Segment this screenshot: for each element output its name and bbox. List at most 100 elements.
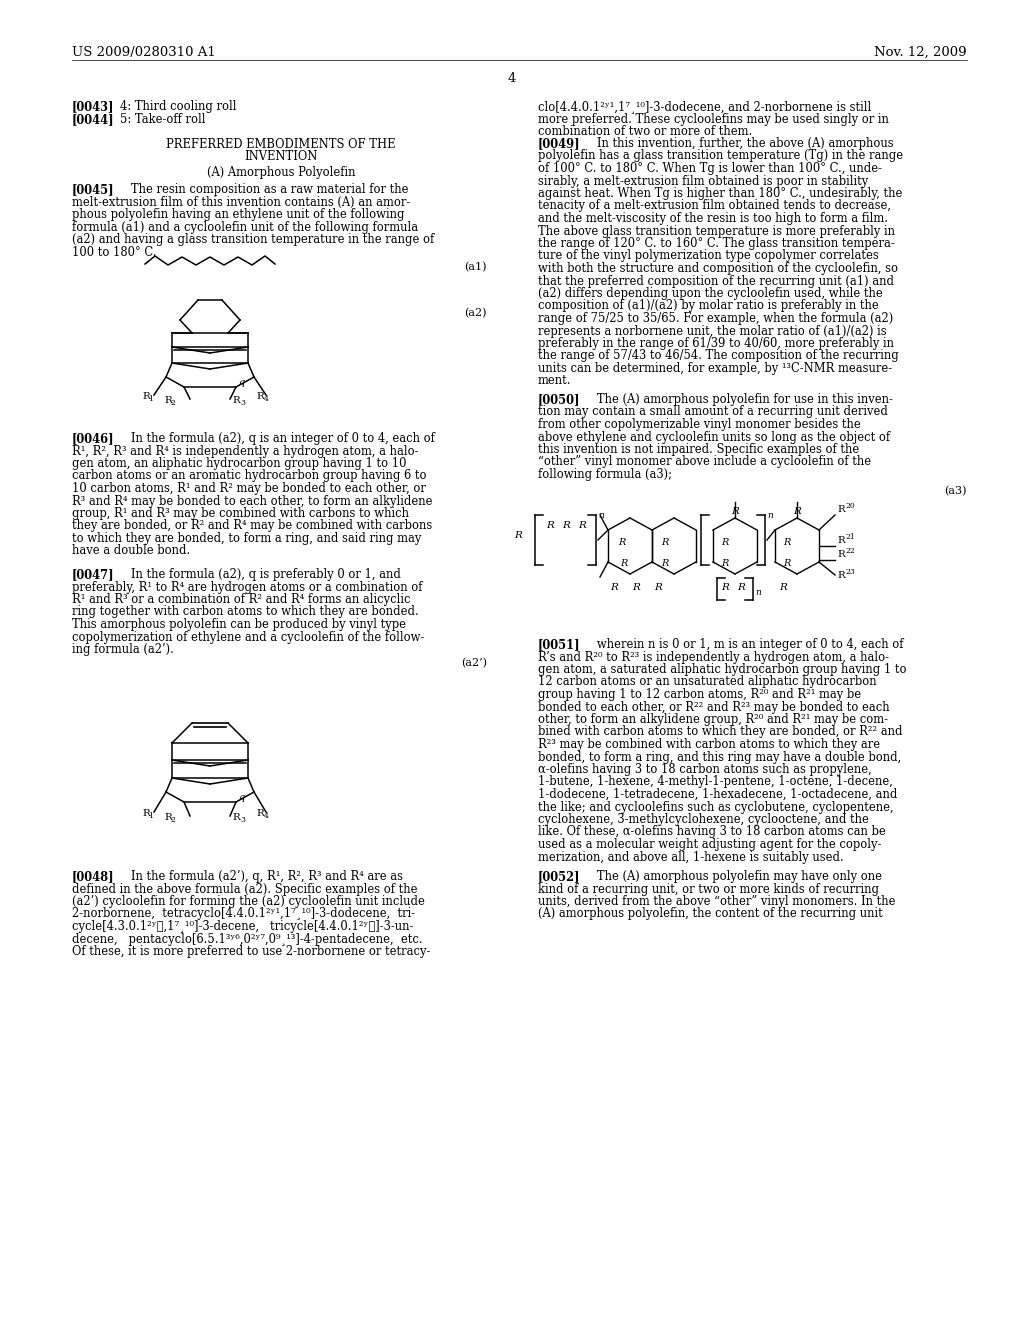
Text: R: R (142, 809, 150, 818)
Text: decene,   pentacyclo[6.5.1³ʸ⁶,0²ʸ⁷,0⁹¸¹³]-4-pentadecene,  etc.: decene, pentacyclo[6.5.1³ʸ⁶,0²ʸ⁷,0⁹¸¹³]-… (72, 932, 423, 945)
Text: have a double bond.: have a double bond. (72, 544, 190, 557)
Text: [0052]: [0052] (538, 870, 581, 883)
Text: 1-butene, 1-hexene, 4-methyl-1-pentene, 1-octene, 1-decene,: 1-butene, 1-hexene, 4-methyl-1-pentene, … (538, 776, 893, 788)
Text: preferably in the range of 61/39 to 40/60, more preferably in: preferably in the range of 61/39 to 40/6… (538, 337, 894, 350)
Text: R: R (779, 583, 786, 591)
Text: units, derived from the above “other” vinyl monomers. In the: units, derived from the above “other” vi… (538, 895, 896, 908)
Text: formula (a1) and a cycloolefin unit of the following formula: formula (a1) and a cycloolefin unit of t… (72, 220, 418, 234)
Text: units can be determined, for example, by ¹³C-NMR measure-: units can be determined, for example, by… (538, 362, 892, 375)
Text: the range of 57/43 to 46/54. The composition of the recurring: the range of 57/43 to 46/54. The composi… (538, 350, 899, 363)
Text: “other” vinyl monomer above include a cycloolefin of the: “other” vinyl monomer above include a cy… (538, 455, 871, 469)
Text: R: R (783, 539, 791, 546)
Text: 1-dodecene, 1-tetradecene, 1-hexadecene, 1-octadecene, and: 1-dodecene, 1-tetradecene, 1-hexadecene,… (538, 788, 897, 801)
Text: to which they are bonded, to form a ring, and said ring may: to which they are bonded, to form a ring… (72, 532, 421, 545)
Text: (a3): (a3) (944, 486, 967, 496)
Text: 2: 2 (170, 399, 175, 407)
Text: The (A) amorphous polyolefin for use in this inven-: The (A) amorphous polyolefin for use in … (586, 393, 893, 407)
Text: R: R (164, 396, 172, 405)
Text: R: R (256, 809, 264, 818)
Text: 100 to 180° C.: 100 to 180° C. (72, 246, 157, 259)
Text: In the formula (a2), q is preferably 0 or 1, and: In the formula (a2), q is preferably 0 o… (120, 568, 400, 581)
Text: 3: 3 (240, 399, 245, 407)
Text: (A) Amorphous Polyolefin: (A) Amorphous Polyolefin (207, 166, 355, 180)
Text: 2-norbornene,  tetracyclo[4.4.0.1²ʸ¹,1⁷¸¹⁰]-3-dodecene,  tri-: 2-norbornene, tetracyclo[4.4.0.1²ʸ¹,1⁷¸¹… (72, 908, 415, 920)
Text: n: n (755, 587, 761, 597)
Text: other, to form an alkylidene group, R²⁰ and R²¹ may be com-: other, to form an alkylidene group, R²⁰ … (538, 713, 888, 726)
Text: This amorphous polyolefin can be produced by vinyl type: This amorphous polyolefin can be produce… (72, 618, 406, 631)
Text: 4: Third cooling roll: 4: Third cooling roll (120, 100, 237, 114)
Text: n: n (767, 511, 773, 520)
Text: R: R (721, 558, 728, 568)
Text: α-olefins having 3 to 18 carbon atoms such as propylene,: α-olefins having 3 to 18 carbon atoms su… (538, 763, 871, 776)
Text: following formula (a3);: following formula (a3); (538, 469, 672, 480)
Text: US 2009/0280310 A1: US 2009/0280310 A1 (72, 46, 216, 59)
Text: [0049]: [0049] (538, 137, 581, 150)
Text: 3: 3 (240, 816, 245, 824)
Text: they are bonded, or R² and R⁴ may be combined with carbons: they are bonded, or R² and R⁴ may be com… (72, 520, 432, 532)
Text: 10 carbon atoms, R¹ and R² may be bonded to each other, or: 10 carbon atoms, R¹ and R² may be bonded… (72, 482, 426, 495)
Text: defined in the above formula (a2). Specific examples of the: defined in the above formula (a2). Speci… (72, 883, 418, 895)
Text: R: R (837, 550, 845, 558)
Text: The resin composition as a raw material for the: The resin composition as a raw material … (120, 183, 409, 195)
Text: and the melt-viscosity of the resin is too high to form a film.: and the melt-viscosity of the resin is t… (538, 213, 888, 224)
Text: In the formula (a2), q is an integer of 0 to 4, each of: In the formula (a2), q is an integer of … (120, 432, 435, 445)
Text: [0048]: [0048] (72, 870, 115, 883)
Text: range of 75/25 to 35/65. For example, when the formula (a2): range of 75/25 to 35/65. For example, wh… (538, 312, 893, 325)
Text: q: q (238, 793, 245, 803)
Text: (a2) and having a glass transition temperature in the range of: (a2) and having a glass transition tempe… (72, 234, 434, 246)
Text: sirably, a melt-extrusion film obtained is poor in stability: sirably, a melt-extrusion film obtained … (538, 174, 868, 187)
Text: R: R (662, 558, 669, 568)
Text: copolymerization of ethylene and a cycloolefin of the follow-: copolymerization of ethylene and a cyclo… (72, 631, 424, 644)
Text: the range of 120° C. to 160° C. The glass transition tempera-: the range of 120° C. to 160° C. The glas… (538, 238, 895, 249)
Text: The above glass transition temperature is more preferably in: The above glass transition temperature i… (538, 224, 895, 238)
Text: Nov. 12, 2009: Nov. 12, 2009 (874, 46, 967, 59)
Text: INVENTION: INVENTION (245, 150, 317, 164)
Text: ment.: ment. (538, 375, 571, 388)
Text: ing formula (a2’).: ing formula (a2’). (72, 643, 174, 656)
Text: R’s and R²⁰ to R²³ is independently a hydrogen atom, a halo-: R’s and R²⁰ to R²³ is independently a hy… (538, 651, 889, 664)
Text: R: R (618, 539, 626, 546)
Text: composition of (a1)/(a2) by molar ratio is preferably in the: composition of (a1)/(a2) by molar ratio … (538, 300, 879, 313)
Text: [0050]: [0050] (538, 393, 581, 407)
Text: R: R (142, 392, 150, 401)
Text: R: R (654, 583, 662, 591)
Text: R: R (232, 396, 240, 405)
Text: R: R (662, 539, 669, 546)
Text: tion may contain a small amount of a recurring unit derived: tion may contain a small amount of a rec… (538, 405, 888, 418)
Text: ring together with carbon atoms to which they are bonded.: ring together with carbon atoms to which… (72, 606, 419, 619)
Text: q: q (238, 378, 245, 387)
Text: 20: 20 (845, 502, 855, 510)
Text: R²³ may be combined with carbon atoms to which they are: R²³ may be combined with carbon atoms to… (538, 738, 880, 751)
Text: cyclohexene, 3-methylcyclohexene, cyclooctene, and the: cyclohexene, 3-methylcyclohexene, cycloo… (538, 813, 869, 826)
Text: like. Of these, α-olefins having 3 to 18 carbon atoms can be: like. Of these, α-olefins having 3 to 18… (538, 825, 886, 838)
Text: [0046]: [0046] (72, 432, 115, 445)
Text: against heat. When Tg is higher than 180° C., undesirably, the: against heat. When Tg is higher than 180… (538, 187, 902, 201)
Text: 22: 22 (845, 546, 855, 554)
Text: [0045]: [0045] (72, 183, 115, 195)
Text: [0047]: [0047] (72, 568, 115, 581)
Text: R: R (546, 521, 554, 531)
Text: used as a molecular weight adjusting agent for the copoly-: used as a molecular weight adjusting age… (538, 838, 882, 851)
Text: R¹ and R³ or a combination of R² and R⁴ forms an alicyclic: R¹ and R³ or a combination of R² and R⁴ … (72, 593, 411, 606)
Text: (a2’): (a2’) (461, 657, 487, 668)
Text: ture of the vinyl polymerization type copolymer correlates: ture of the vinyl polymerization type co… (538, 249, 879, 263)
Text: (a2) differs depending upon the cycloolefin used, while the: (a2) differs depending upon the cycloole… (538, 286, 883, 300)
Text: R: R (737, 583, 744, 591)
Text: (A) amorphous polyolefin, the content of the recurring unit: (A) amorphous polyolefin, the content of… (538, 908, 883, 920)
Text: melt-extrusion film of this invention contains (A) an amor-: melt-extrusion film of this invention co… (72, 195, 411, 209)
Text: R: R (514, 531, 522, 540)
Text: preferably, R¹ to R⁴ are hydrogen atoms or a combination of: preferably, R¹ to R⁴ are hydrogen atoms … (72, 581, 423, 594)
Text: gen atom, a saturated aliphatic hydrocarbon group having 1 to: gen atom, a saturated aliphatic hydrocar… (538, 663, 906, 676)
Text: R¹, R², R³ and R⁴ is independently a hydrogen atom, a halo-: R¹, R², R³ and R⁴ is independently a hyd… (72, 445, 419, 458)
Text: R: R (610, 583, 617, 591)
Text: R: R (837, 506, 845, 513)
Text: R: R (837, 536, 845, 545)
Text: carbon atoms or an aromatic hydrocarbon group having 6 to: carbon atoms or an aromatic hydrocarbon … (72, 470, 427, 483)
Text: 4: 4 (264, 812, 269, 820)
Text: [0043]: [0043] (72, 100, 115, 114)
Text: (a2): (a2) (465, 308, 487, 318)
Text: merization, and above all, 1-hexene is suitably used.: merization, and above all, 1-hexene is s… (538, 850, 844, 863)
Text: n: n (598, 511, 604, 520)
Text: group, R¹ and R³ may be combined with carbons to which: group, R¹ and R³ may be combined with ca… (72, 507, 409, 520)
Text: 12 carbon atoms or an unsaturated aliphatic hydrocarbon: 12 carbon atoms or an unsaturated alipha… (538, 676, 877, 689)
